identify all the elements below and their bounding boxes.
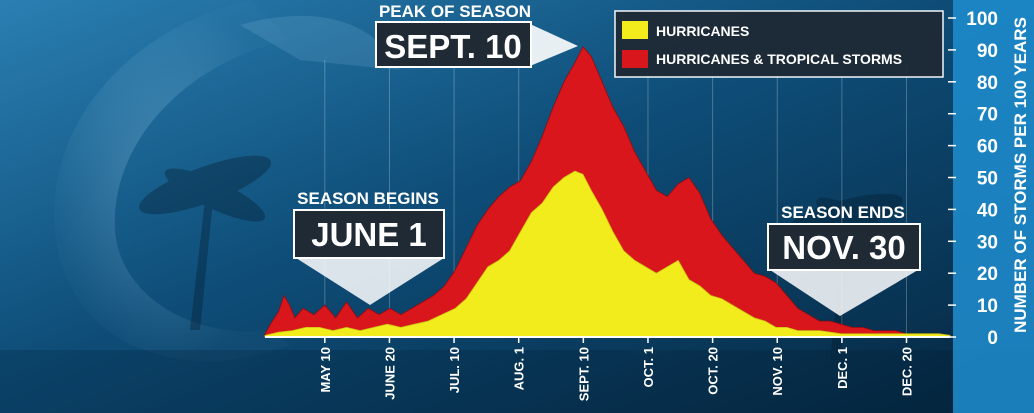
x-tick-label: SEPT. 10 [576,347,591,401]
x-tick-label: DEC. 20 [900,347,915,396]
x-tick-label: JUNE 20 [382,347,397,400]
season-ends-date: NOV. 30 [782,229,906,266]
peak-callout-label: PEAK OF SEASON [379,2,531,21]
y-tick-label: 0 [987,328,998,349]
y-tick-label: 40 [977,200,998,221]
legend-swatch-hurricanes [622,21,648,39]
season-begins-date: JUNE 1 [311,216,427,253]
season-ends-arrow [770,270,918,316]
season-begins-arrow [296,258,444,305]
y-tick-label: 70 [977,105,998,126]
peak-callout-arrow [530,24,578,66]
y-tick-label: 100 [966,9,998,30]
legend-label-hurricanes: HURRICANES [656,23,749,39]
y-tick-label: 20 [977,264,998,285]
season-ends-callout: SEASON ENDS NOV. 30 [767,203,921,316]
y-axis-bar [953,0,1034,413]
x-tick-label: JUL. 10 [447,347,462,393]
x-tick-label: OCT. 20 [706,347,721,395]
series-area-hurricanes [264,170,951,338]
y-axis: 0 10 20 30 40 50 60 70 80 90 100 [948,9,998,349]
season-begins-label: SEASON BEGINS [297,189,439,208]
x-axis: MAY 10 JUNE 20 JUL. 10 AUG. 1 SEPT. 10 OCT. 1… [265,336,950,401]
season-ends-label: SEASON ENDS [781,203,905,222]
plot-areas [264,45,951,338]
season-begins-callout: SEASON BEGINS JUNE 1 [293,189,445,305]
season-ends-box [767,223,921,271]
peak-callout-date: SEPT. 10 [384,28,522,65]
peak-callout: PEAK OF SEASON SEPT. 10 [375,2,578,68]
legend: HURRICANES HURRICANES & TROPICAL STORMS [614,10,944,78]
y-tick-label: 90 [977,41,998,62]
x-tick-label: OCT. 1 [641,347,656,387]
y-tick-label: 60 [977,137,998,158]
series-area-hurricanes-tropical-storms [264,45,951,338]
x-tick-label: DEC. 1 [835,347,850,389]
season-begins-box [293,209,445,259]
legend-box [614,10,944,78]
x-tick-label: MAY 10 [318,347,333,393]
peak-callout-box [375,21,532,68]
y-tick-label: 80 [977,73,998,94]
y-tick-label: 50 [977,169,998,190]
y-axis-label: NUMBER OF STORMS PER 100 YEARS [1011,17,1030,333]
x-tick-label: AUG. 1 [512,347,527,390]
legend-label-storms: HURRICANES & TROPICAL STORMS [656,51,902,67]
x-tick-label: NOV. 10 [770,347,785,396]
legend-swatch-storms [622,50,648,68]
y-tick-label: 30 [977,232,998,253]
background-swirl [54,0,400,361]
y-tick-label: 10 [977,296,998,317]
